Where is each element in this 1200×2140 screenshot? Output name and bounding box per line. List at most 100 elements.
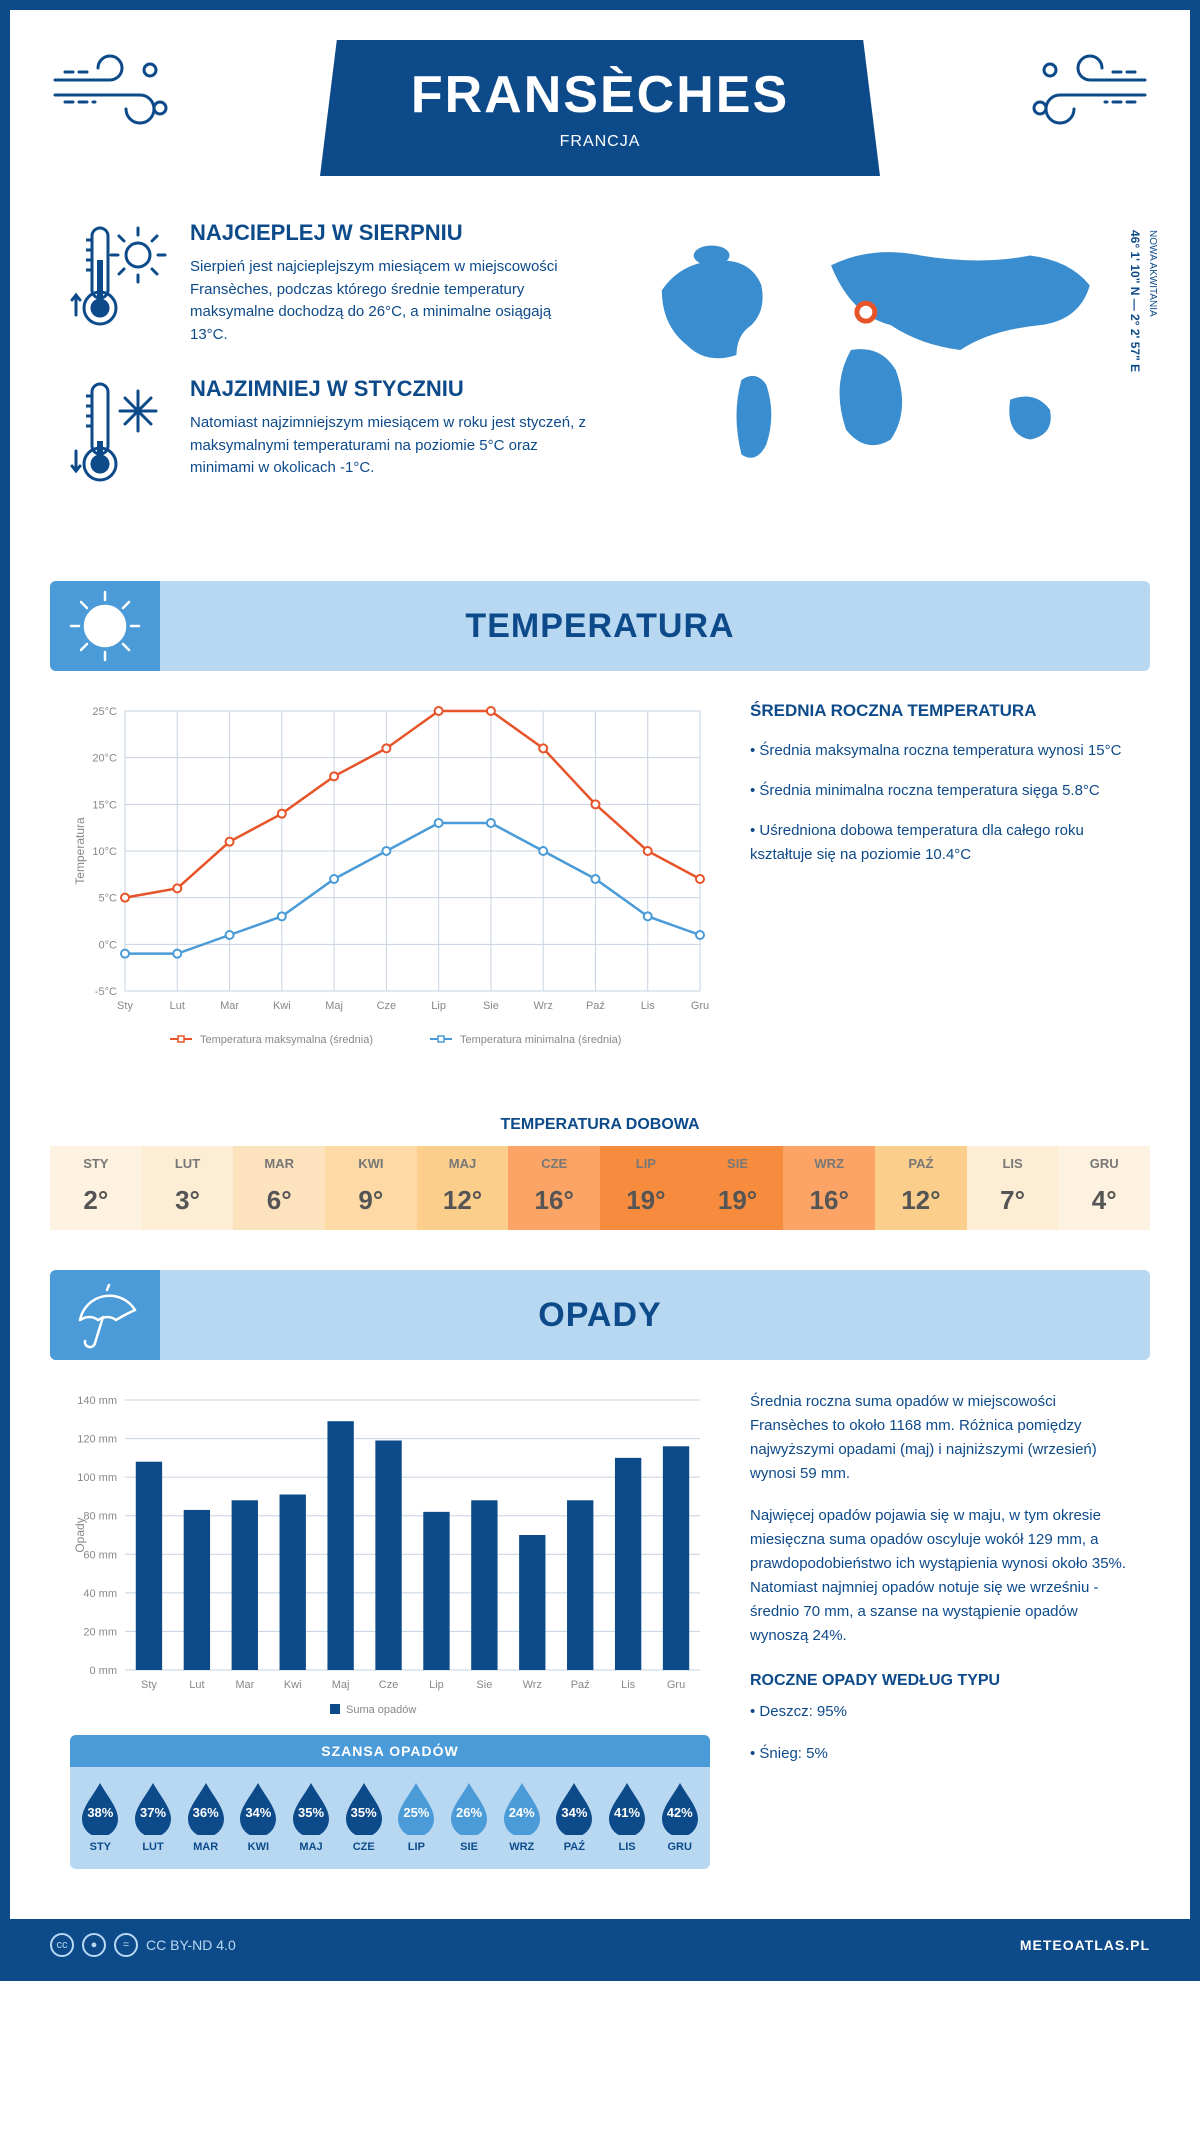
svg-text:Lis: Lis [621,1679,636,1691]
precip-body: 0 mm20 mm40 mm60 mm80 mm100 mm120 mm140 … [10,1390,1190,1919]
svg-text:Wrz: Wrz [534,1000,553,1012]
daily-cell: CZE 16° [508,1146,600,1230]
svg-text:-5°C: -5°C [95,986,117,998]
daily-value: 4° [1058,1185,1150,1216]
svg-text:Wrz: Wrz [523,1679,542,1691]
chance-cell: 35% CZE [339,1781,388,1853]
world-map [632,220,1130,480]
svg-text:Maj: Maj [332,1679,350,1691]
daily-value: 12° [875,1185,967,1216]
daily-cell: SIE19° [692,1146,784,1230]
daily-value: 16° [508,1185,600,1216]
svg-text:120 mm: 120 mm [77,1434,117,1446]
svg-text:20°C: 20°C [92,753,117,765]
chance-cell: 25% LIP [392,1781,441,1853]
chance-cell: 38% STY [76,1781,125,1853]
temp-side-b2: • Średnia minimalna roczna temperatura s… [750,779,1130,803]
svg-text:60 mm: 60 mm [83,1549,117,1561]
coords-region: NOWA AKWITANIA [1144,230,1160,372]
chance-month: WRZ [497,1841,546,1853]
header: FRANSÈCHES FRANCJA [10,10,1190,200]
daily-value: 3° [142,1185,234,1216]
thermometer-cold-icon [70,376,170,491]
svg-text:10°C: 10°C [92,846,117,858]
wind-icon [1020,50,1150,135]
by-icon: ● [82,1933,106,1957]
chance-pct: 38% [87,1805,113,1820]
precip-chance-box: SZANSA OPADÓW 38% STY 37% LUT 36% MAR 34… [70,1735,710,1869]
svg-text:Sty: Sty [141,1679,157,1691]
daily-value: 16° [783,1185,875,1216]
svg-text:Lut: Lut [189,1679,204,1691]
chance-month: LIP [392,1841,441,1853]
daily-temperature-grid: STY2°LUT3°MAR6°KWI9°MAJ12°CZE16°LIP19°SI… [50,1146,1150,1230]
daily-cell: MAR6° [233,1146,325,1230]
precip-type-title: ROCZNE OPADY WEDŁUG TYPU [750,1672,1130,1690]
daily-month: MAJ [417,1156,509,1171]
city-title: FRANSÈCHES [350,65,850,125]
raindrop-icon: 37% [131,1781,175,1835]
precip-chart: 0 mm20 mm40 mm60 mm80 mm100 mm120 mm140 … [70,1390,710,1730]
chance-pct: 37% [140,1805,166,1820]
thermometer-hot-icon [70,220,170,346]
chance-pct: 25% [403,1805,429,1820]
svg-text:Paź: Paź [571,1679,590,1691]
svg-text:Mar: Mar [235,1679,254,1691]
title-banner: FRANSÈCHES FRANCJA [320,40,880,176]
daily-cell: LUT3° [142,1146,234,1230]
daily-month: CZE [508,1156,600,1171]
daily-month: WRZ [783,1156,875,1171]
temperature-section-header: TEMPERATURA [50,581,1150,671]
chance-cell: 24% WRZ [497,1781,546,1853]
chance-pct: 42% [667,1805,693,1820]
chance-month: GRU [655,1841,704,1853]
daily-value: 12° [417,1185,509,1216]
svg-text:Sie: Sie [476,1679,492,1691]
coldest-fact: NAJZIMNIEJ W STYCZNIU Natomiast najzimni… [70,376,592,491]
chance-pct: 34% [245,1805,271,1820]
chance-pct: 26% [456,1805,482,1820]
sun-icon [50,581,160,671]
daily-cell: WRZ 16° [783,1146,875,1230]
svg-text:Lis: Lis [641,1000,656,1012]
svg-text:40 mm: 40 mm [83,1588,117,1600]
chance-month: LIS [603,1841,652,1853]
daily-value: 7° [967,1185,1059,1216]
raindrop-icon: 38% [78,1781,122,1835]
svg-text:100 mm: 100 mm [77,1472,117,1484]
svg-text:Kwi: Kwi [284,1679,302,1691]
facts-column: NAJCIEPLEJ W SIERPNIU Sierpień jest najc… [70,220,592,521]
svg-text:Cze: Cze [379,1679,399,1691]
chance-cell: 41% LIS [603,1781,652,1853]
map-column: NOWA AKWITANIA 46° 1' 10" N — 2° 2' 57" … [632,220,1130,521]
daily-month: STY [50,1156,142,1171]
daily-cell: LIS7° [967,1146,1059,1230]
svg-text:Temperatura maksymalna (średni: Temperatura maksymalna (średnia) [200,1034,373,1046]
coldest-title: NAJZIMNIEJ W STYCZNIU [190,376,592,402]
svg-text:0°C: 0°C [99,939,118,951]
chance-pct: 35% [298,1805,324,1820]
chance-title: SZANSA OPADÓW [70,1735,710,1767]
svg-text:Lut: Lut [170,1000,185,1012]
country-subtitle: FRANCJA [350,133,850,151]
raindrop-icon: 36% [184,1781,228,1835]
svg-text:Kwi: Kwi [273,1000,291,1012]
svg-text:Suma opadów: Suma opadów [346,1704,416,1716]
daily-value: 19° [692,1185,784,1216]
chance-cell: 36% MAR [181,1781,230,1853]
raindrop-icon: 41% [605,1781,649,1835]
precip-chart-column: 0 mm20 mm40 mm60 mm80 mm100 mm120 mm140 … [70,1390,710,1899]
daily-month: MAR [233,1156,325,1171]
svg-text:Temperatura: Temperatura [73,817,87,885]
temperature-title: TEMPERATURA [465,607,734,646]
chance-month: CZE [339,1841,388,1853]
chance-cell: 42% GRU [655,1781,704,1853]
footer: cc ● = CC BY-ND 4.0 METEOATLAS.PL [10,1919,1190,1971]
daily-temperature-title: TEMPERATURA DOBOWA [10,1116,1190,1134]
chance-pct: 41% [614,1805,640,1820]
precip-title: OPADY [538,1296,661,1335]
daily-cell: KWI9° [325,1146,417,1230]
wind-icon [50,50,180,135]
daily-value: 2° [50,1185,142,1216]
coords-latlon: 46° 1' 10" N — 2° 2' 57" E [1125,230,1144,372]
